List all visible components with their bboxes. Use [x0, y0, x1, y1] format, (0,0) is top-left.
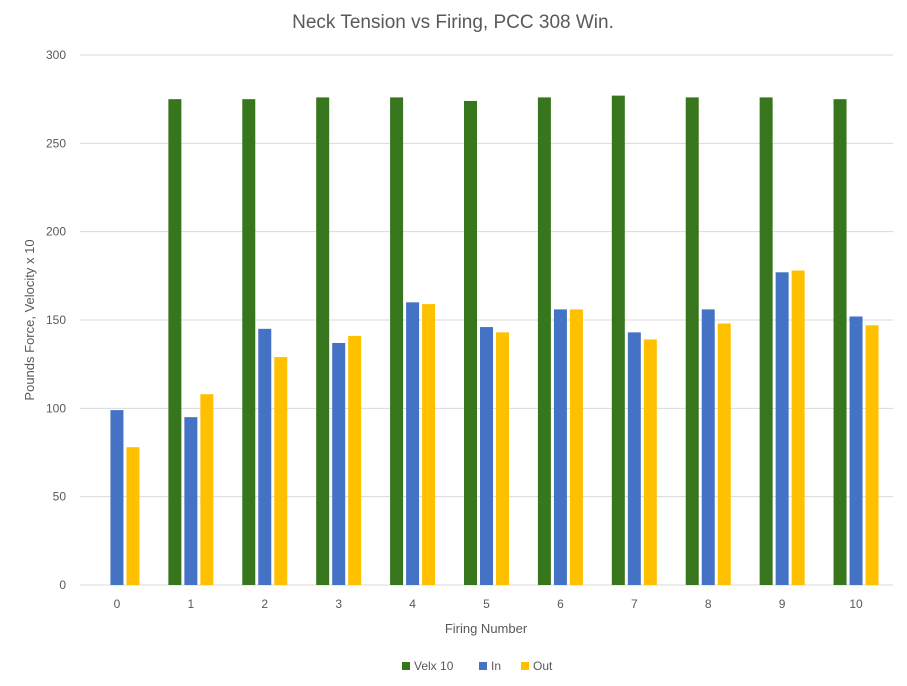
bar-in-2	[258, 328, 272, 585]
legend-label: In	[491, 659, 501, 673]
bar-out-4	[422, 304, 436, 585]
bar-in-9	[775, 272, 789, 585]
bar-in-4	[406, 302, 420, 585]
bar-in-7	[627, 332, 641, 585]
bar-out-6	[569, 309, 583, 585]
bar-out-3	[348, 335, 362, 585]
x-axis-label: Firing Number	[445, 621, 528, 636]
bar-in-5	[480, 327, 493, 585]
bar-in-3	[332, 342, 346, 585]
bar-velx-10-3	[316, 97, 330, 586]
bar-in-10	[849, 316, 863, 585]
bar-velx-10-8	[685, 97, 699, 586]
x-tick-label: 5	[483, 597, 490, 611]
y-axis-ticks: 0 50 100 150 200 250 300	[46, 48, 66, 592]
y-tick-label: 300	[46, 48, 66, 62]
bar-in-0	[110, 410, 124, 585]
x-tick-label: 4	[409, 597, 416, 611]
x-tick-label: 9	[779, 597, 786, 611]
bar-out-10	[865, 325, 879, 585]
bar-out-2	[274, 357, 288, 585]
x-tick-label: 3	[335, 597, 342, 611]
bar-out-5	[496, 332, 509, 585]
bar-velx-10-7	[611, 95, 625, 585]
x-tick-label: 8	[705, 597, 712, 611]
bar-out-8	[717, 323, 731, 585]
y-tick-label: 100	[46, 401, 66, 415]
x-tick-label: 0	[114, 597, 121, 611]
x-tick-label: 10	[849, 597, 863, 611]
legend-swatch	[521, 662, 529, 670]
y-tick-label: 150	[46, 313, 66, 327]
bar-velx-10-4	[390, 97, 404, 586]
legend-swatch	[479, 662, 487, 670]
bar-out-0	[126, 447, 140, 585]
bar-velx-10-10	[833, 99, 847, 586]
legend-swatch	[402, 662, 410, 670]
legend-label: Out	[533, 659, 553, 673]
y-axis-label: Pounds Force, Velocity x 10	[22, 239, 37, 400]
bar-velx-10-5	[464, 100, 477, 585]
bar-velx-10-9	[759, 97, 773, 586]
x-axis-ticks: 0 1 2 3 4 5 6 7 8 9 10	[114, 597, 863, 611]
legend: Velx 10 In Out	[402, 659, 553, 673]
y-tick-label: 0	[59, 578, 66, 592]
x-tick-label: 2	[261, 597, 268, 611]
bar-velx-10-2	[242, 99, 256, 586]
bar-in-8	[701, 309, 715, 585]
bar-velx-10-1	[168, 99, 182, 586]
chart-title: Neck Tension vs Firing, PCC 308 Win.	[292, 12, 614, 33]
x-tick-label: 7	[631, 597, 638, 611]
legend-label: Velx 10	[414, 659, 454, 673]
bar-in-6	[553, 309, 567, 585]
bar-out-9	[791, 270, 805, 585]
x-tick-label: 6	[557, 597, 564, 611]
y-tick-label: 200	[46, 225, 66, 239]
bar-in-1	[184, 417, 198, 585]
y-tick-label: 250	[46, 136, 66, 150]
x-tick-label: 1	[188, 597, 195, 611]
bar-velx-10-6	[537, 97, 551, 586]
bar-out-1	[200, 394, 214, 585]
bar-out-7	[643, 339, 657, 585]
bars	[110, 95, 879, 586]
y-tick-label: 50	[53, 490, 67, 504]
